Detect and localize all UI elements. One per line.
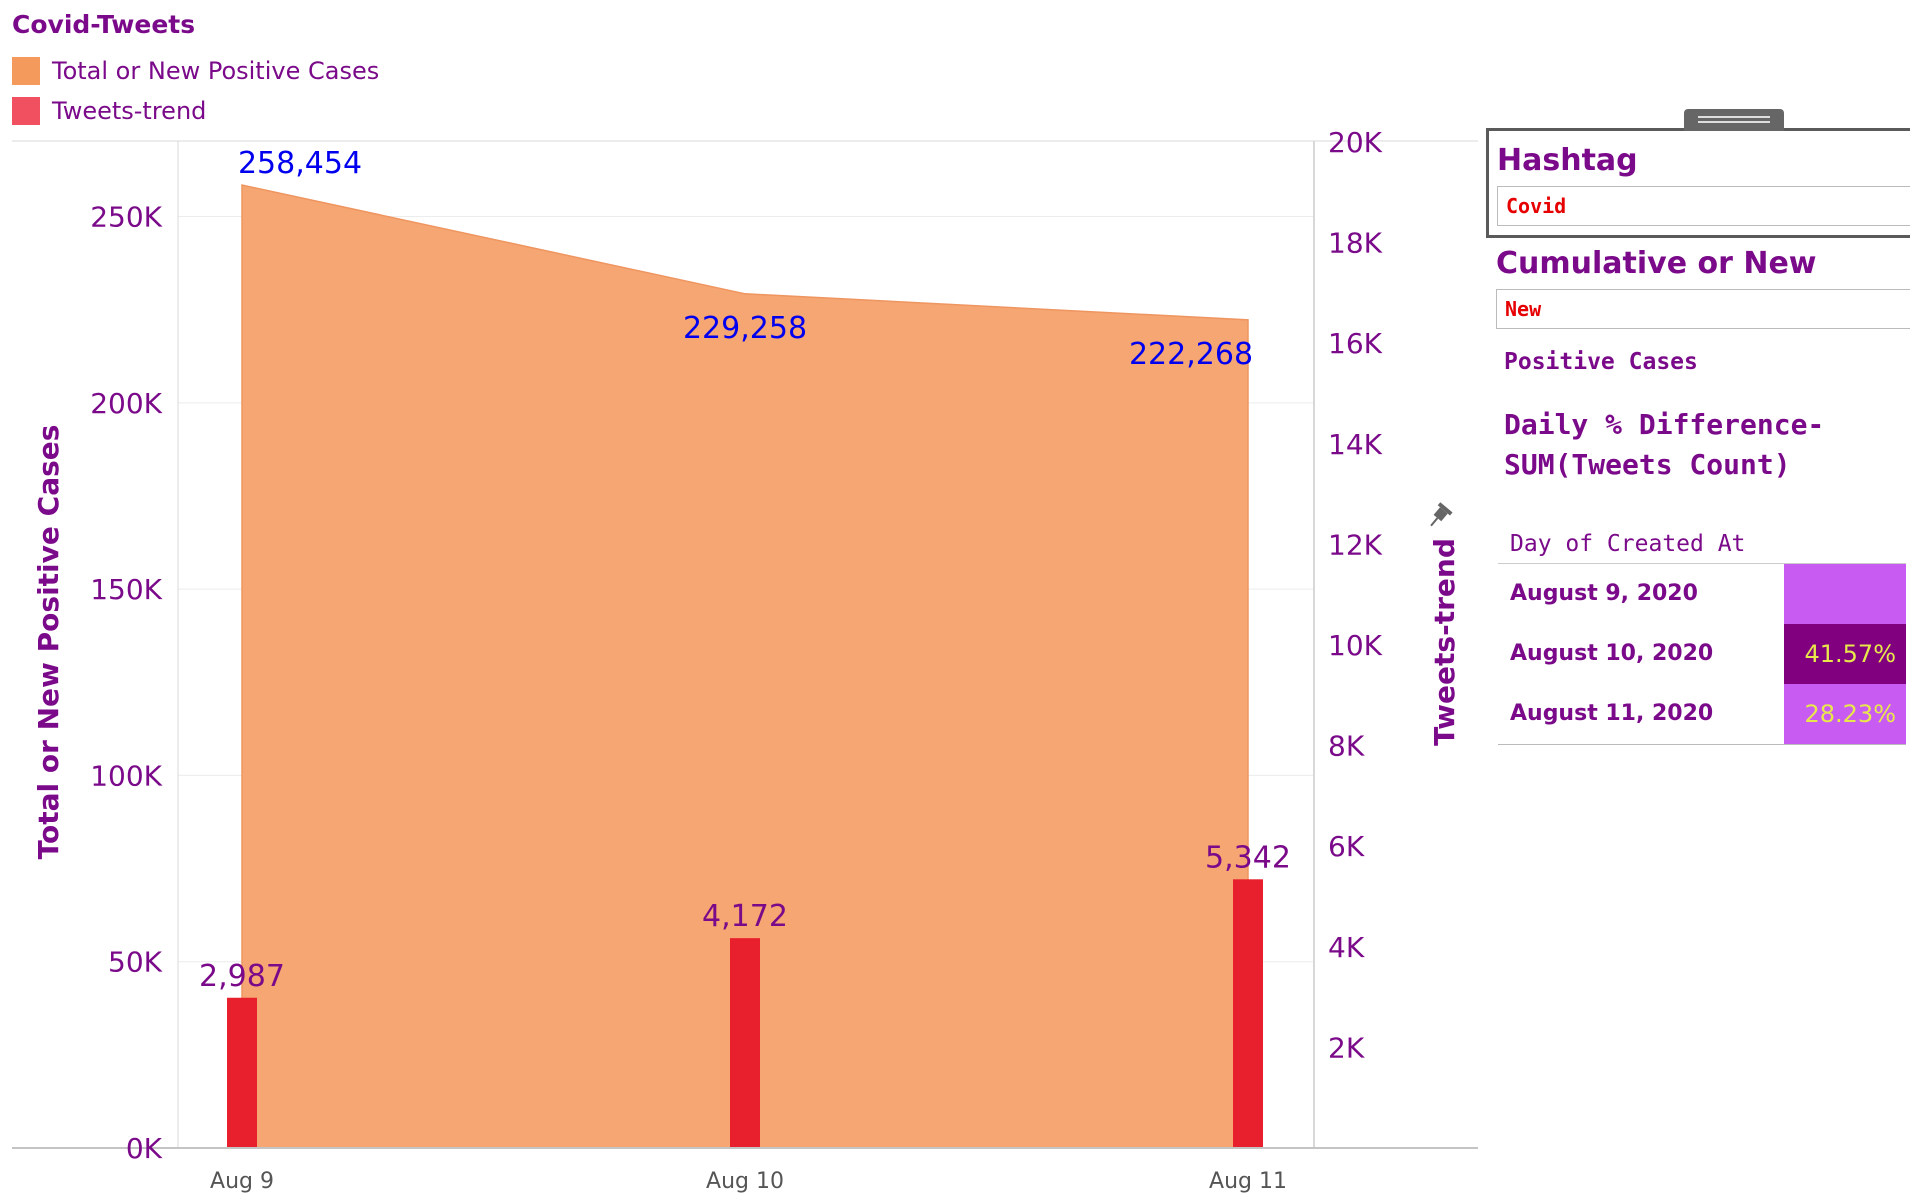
legend-label-cases: Total or New Positive Cases [52,57,380,85]
right-tick-label: 4K [1328,931,1365,964]
pct-diff-title-line2: SUM(Tweets Count) [1504,448,1791,481]
legend-item-tweets[interactable]: Tweets-trend [12,91,379,131]
right-tick-label: 6K [1328,830,1365,863]
row-pct-cell[interactable]: 28.23% [1784,684,1906,744]
right-axis-title: Tweets-trend [1428,538,1461,746]
left-tick-label: 150K [90,573,162,606]
right-tick-label: 10K [1328,629,1383,662]
pin-icon [1430,502,1453,527]
left-axis-title: Total or New Positive Cases [32,425,65,860]
chart-legend: Covid-Tweets Total or New Positive Cases… [12,10,379,131]
pct-diff-title-line1: Daily % Difference- [1504,408,1825,441]
tweets-data-label: 4,172 [702,899,788,934]
table-header: Day of Created At [1498,531,1906,564]
positive-cases-label: Positive Cases [1504,349,1698,375]
mode-filter-title: Cumulative or New [1496,246,1817,281]
pct-diff-title: Daily % Difference- SUM(Tweets Count) [1504,405,1910,485]
right-tick-label: 20K [1328,126,1383,159]
left-tick-label: 50K [108,946,163,979]
x-tick-label: Aug 10 [706,1169,784,1194]
right-tick-label: 12K [1328,528,1383,561]
row-pct-cell[interactable]: 41.57% [1784,624,1906,684]
right-tick-label: 16K [1328,327,1383,360]
hashtag-filter: Hashtag Covid [1486,109,1910,238]
mode-filter: Cumulative or New New [1486,238,1910,329]
x-tick-label: Aug 9 [210,1169,274,1194]
row-date: August 11, 2020 [1510,701,1714,726]
row-date: August 10, 2020 [1510,641,1714,666]
legend-swatch-tweets [12,97,40,125]
cases-data-label: 229,258 [683,311,807,346]
table-row[interactable]: August 10, 2020 41.57% [1498,624,1906,684]
cases-data-label: 258,454 [238,146,362,181]
tweets-data-label: 5,342 [1205,840,1291,875]
hashtag-dropdown[interactable]: Covid [1497,186,1910,226]
right-tick-label: 2K [1328,1031,1365,1064]
tweets-bar [1233,879,1263,1148]
table-row[interactable]: August 9, 2020 [1498,564,1906,624]
row-pct-cell[interactable] [1784,564,1906,624]
hashtag-filter-title: Hashtag [1497,143,1638,178]
right-tick-label: 8K [1328,730,1365,763]
combo-chart: 258,454 229,258 222,268 2,987 4,172 5,342 0K 50… [12,126,1478,1194]
left-tick-label: 200K [90,387,162,420]
tweets-bar [227,997,257,1148]
legend-item-cases[interactable]: Total or New Positive Cases [12,51,379,91]
legend-swatch-cases [12,57,40,85]
side-panel: Hashtag Covid Cumulative or New New Posi… [1486,109,1910,745]
legend-label-tweets: Tweets-trend [52,97,207,125]
cases-data-label: 222,268 [1129,337,1253,372]
row-date: August 9, 2020 [1510,581,1698,606]
mode-dropdown[interactable]: New [1496,289,1910,329]
tweets-data-label: 2,987 [199,959,285,994]
x-tick-label: Aug 11 [1209,1169,1287,1194]
left-tick-label: 250K [90,201,162,234]
table-row[interactable]: August 11, 2020 28.23% [1498,684,1906,745]
right-tick-label: 18K [1328,227,1383,260]
drag-handle[interactable] [1684,109,1784,131]
tweets-bar [730,938,760,1148]
pct-diff-table: Day of Created At August 9, 2020 August … [1498,531,1906,745]
left-tick-label: 0K [126,1132,163,1165]
legend-title: Covid-Tweets [12,10,196,39]
right-tick-label: 14K [1328,428,1383,461]
left-tick-label: 100K [90,759,162,792]
